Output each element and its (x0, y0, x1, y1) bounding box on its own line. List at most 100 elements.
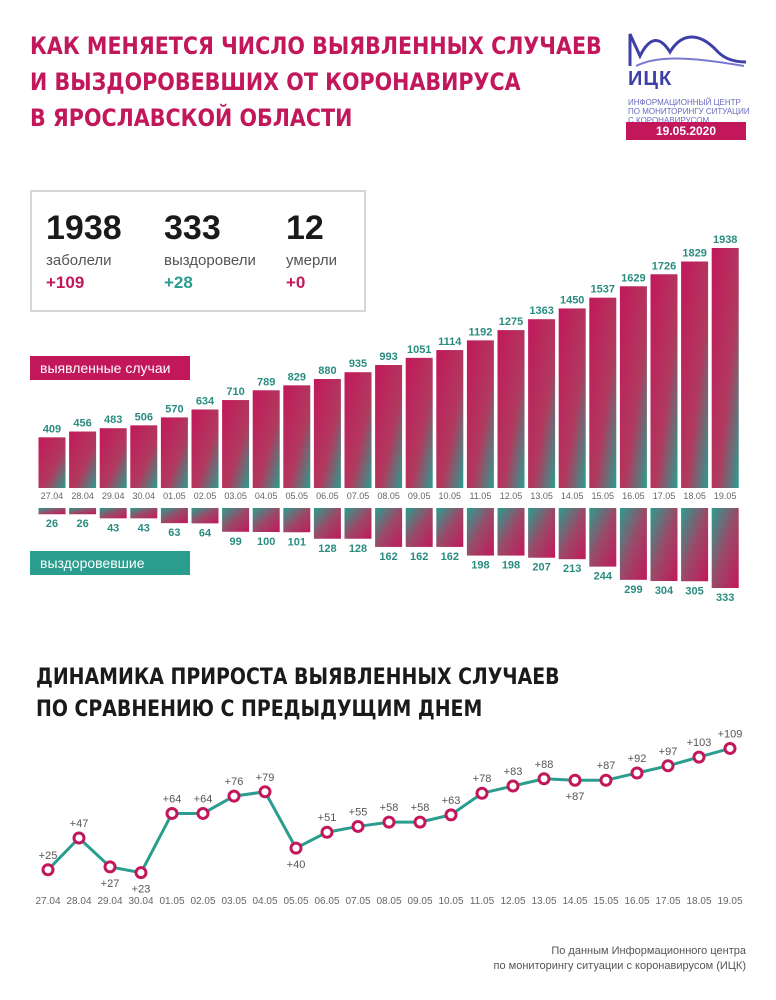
line-point (258, 785, 272, 799)
recovered-bar (283, 508, 311, 533)
source-note: По данным Информационного центра по мони… (494, 944, 746, 974)
line-tick-label: 01.05 (159, 896, 184, 907)
stat-cases-label: заболели (46, 252, 112, 269)
stat-deaths-delta: +0 (286, 273, 306, 292)
recovered-data-label: 162 (379, 551, 397, 563)
cases-data-label: 570 (165, 403, 183, 415)
cases-bar (252, 390, 280, 488)
stat-deaths: 12 умерли +0 (286, 208, 337, 293)
logo-wave-icon (628, 33, 747, 67)
cases-bar (160, 417, 188, 488)
cases-tick-label: 27.04 (41, 491, 64, 501)
cases-data-label: 409 (43, 423, 61, 435)
cases-data-label: 1192 (468, 326, 492, 338)
stat-recovered-value: 333 (164, 209, 221, 247)
bar-chart: 409 27.04 456 28.04 483 29.04 506 30.04 570 01.05… (38, 234, 739, 604)
cases-data-label: 506 (135, 411, 153, 423)
recovered-bar (711, 508, 739, 588)
cases-bar (589, 297, 617, 488)
cases-data-label: 1537 (591, 284, 615, 296)
cases-bar (191, 409, 219, 488)
line-data-label: +58 (380, 802, 399, 814)
cases-bar (711, 248, 739, 488)
cases-tick-label: 09.05 (408, 491, 431, 501)
line-point (413, 815, 427, 829)
logo-subtitle: ИНФОРМАЦИОННЫЙ ЦЕНТР ПО МОНИТОРИНГУ СИТУ… (628, 98, 768, 125)
line-data-label: +25 (39, 850, 58, 862)
cases-data-label: 1275 (499, 316, 523, 328)
recovered-bar (619, 508, 647, 580)
line-data-label: +47 (70, 818, 89, 830)
recovered-data-label: 305 (685, 585, 703, 597)
line-chart-title: ДИНАМИКА ПРИРОСТА ВЫЯВЛЕННЫХ СЛУЧАЕВ ПО … (36, 662, 560, 726)
line-point (289, 841, 303, 855)
cases-data-label: 1726 (652, 260, 676, 272)
recovered-data-label: 128 (318, 543, 336, 555)
recovered-bar (191, 508, 219, 524)
line-point (630, 766, 644, 780)
cases-bar (436, 350, 464, 488)
line-data-label: +64 (194, 793, 213, 805)
legend-recovered: выздоровевшие (30, 551, 190, 575)
line-point (537, 772, 551, 786)
line-tick-label: 17.05 (655, 896, 680, 907)
logo-sub-line: ПО МОНИТОРИНГУ СИТУАЦИИ (628, 107, 750, 116)
recovered-data-label: 26 (46, 518, 58, 530)
recovered-bar (650, 508, 678, 582)
line-point (196, 806, 210, 820)
recovered-bar (558, 508, 586, 560)
recovered-bar (589, 508, 617, 567)
line-point (723, 741, 737, 755)
cases-bar (405, 357, 433, 488)
line-point (72, 831, 86, 845)
cases-tick-label: 05.05 (286, 491, 309, 501)
line-data-label: +27 (101, 878, 120, 890)
recovered-data-label: 198 (502, 560, 520, 572)
line-data-label: +55 (349, 806, 368, 818)
cases-bar (497, 330, 525, 488)
cases-tick-label: 02.05 (194, 491, 217, 501)
line-tick-label: 15.05 (593, 896, 618, 907)
recovered-bar (313, 508, 341, 539)
line-tick-label: 14.05 (562, 896, 587, 907)
line-tick-label: 18.05 (686, 896, 711, 907)
title-line-2: И ВЫЗДОРОВЕВШИХ ОТ КОРОНАВИРУСА (30, 68, 521, 96)
cases-bar (619, 286, 647, 488)
line-data-label: +23 (132, 884, 151, 896)
line-point (382, 815, 396, 829)
recovered-data-label: 304 (655, 585, 674, 597)
cases-bar (681, 261, 709, 488)
stat-deaths-label: умерли (286, 252, 337, 269)
stat-recovered: 333 выздоровели +28 (164, 208, 256, 293)
line-tick-label: 27.04 (35, 896, 60, 907)
recovered-bar (405, 508, 433, 547)
logo-sub-line: ИНФОРМАЦИОННЫЙ ЦЕНТР (628, 98, 741, 107)
line-data-label: +64 (163, 793, 182, 805)
line-tick-label: 09.05 (407, 896, 432, 907)
cases-bar (528, 319, 556, 488)
recovered-data-label: 299 (624, 584, 642, 596)
cases-bar (313, 379, 341, 488)
cases-bar (375, 365, 403, 488)
line-tick-label: 08.05 (376, 896, 401, 907)
line-tick-label: 30.04 (128, 896, 153, 907)
source-line: По данным Информационного центра (551, 945, 746, 957)
line-tick-label: 16.05 (624, 896, 649, 907)
cases-bar (283, 385, 311, 488)
line-point (568, 773, 582, 787)
recovered-data-label: 63 (168, 527, 180, 539)
cases-bar (38, 437, 66, 488)
cases-tick-label: 13.05 (530, 491, 553, 501)
cases-tick-label: 14.05 (561, 491, 584, 501)
line-tick-label: 19.05 (717, 896, 742, 907)
recovered-bar (99, 508, 127, 519)
stat-cases: 1938 заболели +109 (46, 208, 122, 293)
cases-tick-label: 01.05 (163, 491, 186, 501)
line-point (444, 808, 458, 822)
cases-tick-label: 11.05 (469, 491, 491, 501)
cases-bar (466, 340, 494, 488)
recovered-bar (466, 508, 494, 556)
stat-cases-value: 1938 (46, 209, 122, 247)
recovered-bar (528, 508, 556, 558)
